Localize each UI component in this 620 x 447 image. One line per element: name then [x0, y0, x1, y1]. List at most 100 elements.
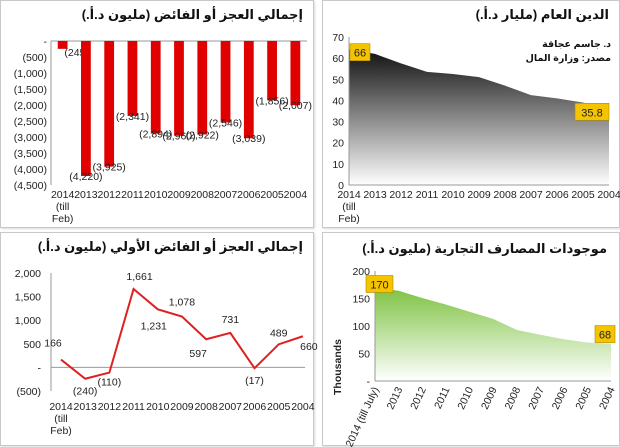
callout-box [365, 275, 394, 293]
bar [220, 41, 231, 123]
x-tick-label: 2007 [219, 401, 243, 413]
x-tick-label: 2006 [545, 189, 569, 201]
x-tick-label: 2007 [526, 385, 547, 411]
callout-label: 66 [354, 48, 366, 60]
x-tick-label: 2010 [146, 401, 170, 413]
x-tick-label: 2008 [503, 385, 524, 411]
y-tick-label: 60 [332, 53, 344, 65]
data-label: (2,960) [162, 131, 195, 143]
debt-source-note: مصدر: وزارة المال [526, 53, 611, 64]
y-tick-label: (1,500) [14, 84, 47, 96]
y-tick-label: (4,000) [14, 164, 47, 176]
x-tick-label: 2011 [432, 385, 452, 411]
debt-area [349, 49, 609, 185]
x-tick-label: 2014 [51, 189, 75, 201]
deficit-panel: إجمالي العجز أو الفائض (مليون د.أ.) - (50… [0, 0, 314, 228]
bar [57, 41, 68, 49]
debt-chart: د. جاسم عجاقة مصدر: وزارة المال 0 10 20 30 4… [332, 32, 620, 225]
x-tick-label: 2006 [550, 385, 571, 411]
x-tick-label: 2012 [389, 189, 413, 201]
deposits-title: موجودات المصارف التجارية (مليون د.أ.) [362, 241, 607, 256]
deficit-chart: - (500) (1,000) (1,500) (2,000) (2,500) (3,000… [14, 36, 312, 225]
y-tick-label: (2,500) [14, 116, 47, 128]
primary-panel: إجمالي العجز أو الفائض الأولي (مليون د.أ… [0, 232, 318, 446]
x-tick-label: 2011 [121, 189, 144, 201]
x-tick-label: Feb) [50, 425, 72, 437]
y-tick-label: (500) [16, 386, 41, 398]
y-tick-label: 10 [332, 159, 344, 171]
x-tick-label: 2004 [597, 385, 618, 411]
data-label: 660 [300, 341, 318, 353]
y-tick-label: - [367, 376, 371, 388]
data-label: 1,078 [169, 297, 195, 309]
x-tick-label: 2009 [167, 189, 191, 201]
x-tick-label: 2013 [74, 189, 98, 201]
data-label: 1,661 [126, 271, 152, 283]
y-tick-label: 50 [358, 349, 370, 361]
primary-chart: 2,000 1,500 1,000 500 - (500) 166 (240)(110) 1,6… [15, 268, 318, 437]
y-tick-label: (4,500) [14, 180, 47, 192]
primary-line [60, 287, 304, 380]
x-tick-label: Feb) [338, 213, 360, 225]
data-label: (17) [245, 375, 264, 387]
y-tick-label: (3,000) [14, 132, 47, 144]
data-label: (2,546) [209, 117, 242, 129]
x-tick-label: 2004 [597, 189, 620, 201]
x-tick-label: 2013 [363, 189, 387, 201]
x-tick-label: 2005 [267, 401, 291, 413]
bar [290, 41, 301, 106]
callout-label: 35.8 [581, 107, 602, 119]
data-label: (4,220) [69, 171, 102, 183]
y-tick-label: - [38, 362, 42, 374]
deficit-title: إجمالي العجز أو الفائض (مليون د.أ.) [81, 7, 303, 22]
x-tick-label: 2012 [98, 189, 122, 201]
y-tick-label: 200 [352, 266, 370, 278]
debt-panel: الدين العام (مليار د.أ.) د. جاسم عجاقة م… [322, 0, 620, 228]
callout-box [594, 325, 616, 343]
data-label: (2,007) [279, 100, 312, 112]
y-tick-label: 500 [23, 339, 41, 351]
data-label: (2,341) [116, 111, 149, 123]
bar [243, 41, 254, 139]
x-tick-label: 2006 [243, 401, 267, 413]
x-tick-label: 2009 [479, 385, 500, 411]
bar [104, 41, 115, 167]
x-tick-label: 2006 [237, 189, 261, 201]
primary-title: إجمالي العجز أو الفائض الأولي (مليون د.أ… [37, 239, 303, 254]
x-tick-label: 2014 [337, 189, 361, 201]
y-tick-label: 30 [332, 117, 344, 129]
data-label: 1,231 [141, 320, 167, 332]
x-tick-label: (till [56, 201, 69, 213]
x-tick-label: 2008 [493, 189, 517, 201]
bar [267, 41, 277, 101]
data-label: 489 [270, 327, 288, 339]
x-tick-label: 2005 [260, 189, 284, 201]
deposits-panel: موجودات المصارف التجارية (مليون د.أ.) Th… [322, 232, 620, 447]
x-tick-label: 2010 [441, 189, 465, 201]
x-tick-label: 2011 [122, 401, 145, 413]
bar [81, 41, 91, 177]
y-tick-label: - [44, 36, 48, 48]
bar [174, 41, 184, 136]
deposits-ylabel: Thousands [332, 339, 344, 395]
x-tick-label: (till [54, 413, 67, 425]
data-label: (3,039) [232, 133, 265, 145]
x-tick-label: 2004 [284, 189, 308, 201]
x-tick-label: 2005 [573, 385, 594, 411]
callout-label: 68 [599, 330, 611, 342]
x-tick-label: 2014 (till July) [343, 385, 381, 447]
x-tick-label: 2008 [191, 189, 215, 201]
x-tick-label: 2010 [455, 385, 476, 411]
data-label: (2,894) [139, 129, 172, 141]
data-label: 597 [189, 348, 207, 360]
bar [197, 41, 208, 135]
x-tick-label: 2009 [467, 189, 491, 201]
x-tick-label: 2013 [385, 385, 406, 411]
y-tick-label: 150 [352, 294, 370, 306]
x-tick-label: 2007 [214, 189, 238, 201]
data-label: (240) [73, 386, 98, 398]
y-tick-label: 1,500 [15, 292, 41, 304]
x-tick-label: (till [342, 201, 355, 213]
y-tick-label: (3,500) [14, 148, 47, 160]
